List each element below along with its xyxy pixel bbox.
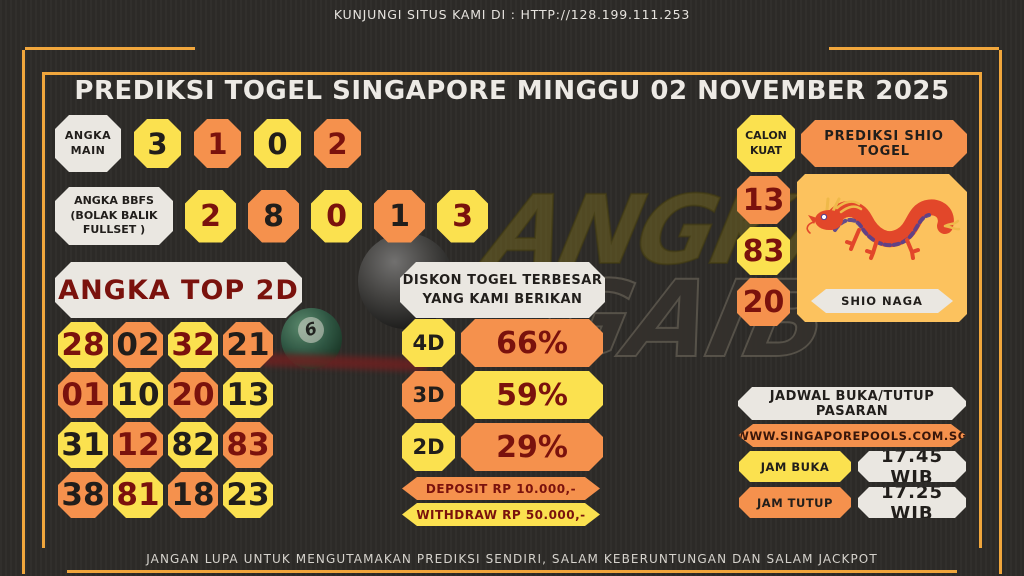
diskon-row-label: 2D	[402, 423, 455, 471]
angka-bbfs-section: ANGKA BBFS (BOLAK BALIK FULLSET ) 2 8 0 …	[55, 187, 488, 245]
top2d-cell: 28	[58, 322, 108, 368]
shio-prediction-title: PREDIKSI SHIO TOGEL	[801, 120, 967, 167]
outer-frame	[22, 47, 1002, 574]
footer-disclaimer: JANGAN LUPA UNTUK MENGUTAMAKAN PREDIKSI …	[146, 552, 878, 566]
jam-tutup-label: JAM TUTUP	[739, 487, 851, 518]
jam-tutup-value: 17.25 WIB	[858, 487, 966, 518]
diskon-row: 2D 29%	[402, 423, 603, 471]
angka-main-label: ANGKA MAIN	[55, 115, 121, 172]
site-url-banner: KUNJUNGI SITUS KAMI DI : HTTP://128.199.…	[333, 7, 691, 22]
top2d-cell: 31	[58, 422, 108, 468]
top2d-cell: 02	[113, 322, 163, 368]
angka-main-digit: 1	[194, 119, 241, 168]
diskon-row-label: 3D	[402, 371, 455, 419]
top2d-cell: 82	[168, 422, 218, 468]
diskon-row-value: 66%	[461, 319, 603, 367]
top2d-cell: 23	[223, 472, 273, 518]
jadwal-rows: JAM BUKA 17.45 WIB JAM TUTUP 17.25 WIB	[739, 451, 966, 518]
diskon-row: 4D 66%	[402, 319, 603, 367]
jam-buka-label: JAM BUKA	[739, 451, 851, 482]
jam-buka-value: 17.45 WIB	[858, 451, 966, 482]
diskon-row-label: 4D	[402, 319, 455, 367]
top2d-cell: 21	[223, 322, 273, 368]
angka-bbfs-digit: 3	[437, 190, 488, 243]
billiard-ball-number: 6	[294, 313, 328, 347]
angka-bbfs-label: ANGKA BBFS (BOLAK BALIK FULLSET )	[55, 187, 173, 245]
diskon-row-value: 59%	[461, 371, 603, 419]
angka-main-digit: 3	[134, 119, 181, 168]
calon-number: 13	[737, 176, 790, 224]
top2d-cell: 81	[113, 472, 163, 518]
page-title: PREDIKSI TOGEL SINGAPORE MINGGU 02 NOVEM…	[74, 76, 950, 106]
angka-main-digit: 0	[254, 119, 301, 168]
diskon-row-value: 29%	[461, 423, 603, 471]
shio-header-row: CALON KUAT PREDIKSI SHIO TOGEL	[737, 115, 967, 172]
angka-bbfs-digit: 8	[248, 190, 299, 243]
top2d-cell: 38	[58, 472, 108, 518]
top2d-cell: 18	[168, 472, 218, 518]
singaporepools-url-banner: WWW.SINGAPOREPOOLS.COM.SG	[738, 424, 966, 447]
jadwal-title: JADWAL BUKA/TUTUP PASARAN	[738, 387, 966, 420]
dragon-illustration	[801, 178, 963, 286]
top2d-cell: 32	[168, 322, 218, 368]
top2d-cell: 20	[168, 372, 218, 418]
top2d-cell: 83	[223, 422, 273, 468]
calon-number: 83	[737, 227, 790, 275]
angka-main-section: ANGKA MAIN 3 1 0 2	[55, 115, 361, 172]
angka-top2d-grid: 28 02 32 21 01 10 20 13 31 12 82 83 38 8…	[58, 322, 273, 518]
diskon-title: DISKON TOGEL TERBESAR YANG KAMI BERIKAN	[400, 262, 605, 318]
calon-number: 20	[737, 278, 790, 326]
top2d-cell: 13	[223, 372, 273, 418]
diskon-row: 3D 59%	[402, 371, 603, 419]
top2d-cell: 10	[113, 372, 163, 418]
jadwal-row: JAM BUKA 17.45 WIB	[739, 451, 966, 482]
angka-main-digit: 2	[314, 119, 361, 168]
calon-kuat-numbers: 13 83 20	[737, 176, 790, 326]
inner-frame	[42, 72, 982, 548]
deposit-banner: DEPOSIT RP 10.000,-	[402, 477, 600, 500]
jadwal-row: JAM TUTUP 17.25 WIB	[739, 487, 966, 518]
angka-top2d-title: ANGKA TOP 2D	[55, 262, 302, 318]
shio-name-banner: SHIO NAGA	[811, 289, 953, 313]
angka-bbfs-digit: 0	[311, 190, 362, 243]
diskon-rows: 4D 66% 3D 59% 2D 29%	[402, 319, 603, 471]
angka-bbfs-digit: 2	[185, 190, 236, 243]
top2d-cell: 01	[58, 372, 108, 418]
withdraw-banner: WITHDRAW RP 50.000,-	[402, 503, 600, 526]
angka-bbfs-digit: 1	[374, 190, 425, 243]
frame-bottom-line	[67, 570, 957, 573]
top2d-cell: 12	[113, 422, 163, 468]
shio-card: SHIO NAGA	[797, 174, 967, 322]
calon-kuat-label: CALON KUAT	[737, 115, 795, 172]
